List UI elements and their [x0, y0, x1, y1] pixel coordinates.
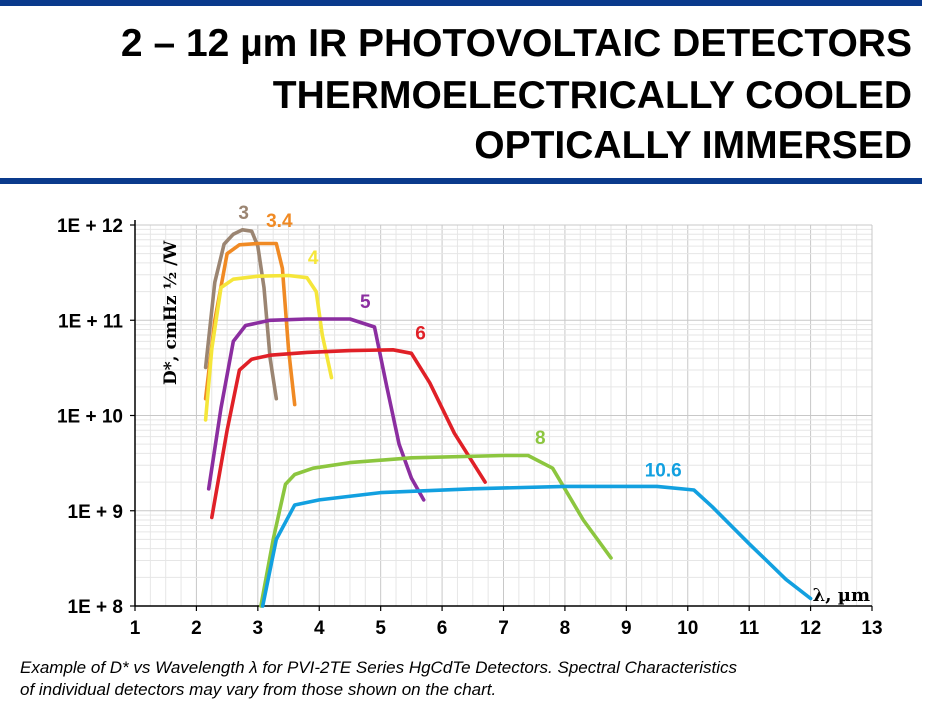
x-tick-label: 1 — [130, 618, 141, 639]
series-line-10-6 — [260, 484, 813, 608]
page-title-line-3: OPTICALLY IMMERSED — [474, 124, 912, 167]
x-tick-label: 7 — [498, 618, 509, 639]
series-line-8 — [259, 453, 613, 608]
x-tick-label: 13 — [861, 618, 882, 639]
y-tick-label: 1E + 12 — [57, 216, 123, 237]
series-label-5: 5 — [360, 292, 371, 313]
series-label-8: 8 — [535, 428, 546, 449]
series-line-4 — [203, 273, 334, 422]
x-axis-title: λ, µm — [813, 585, 870, 606]
y-tick-label: 1E + 10 — [57, 407, 123, 428]
x-tick-label: 6 — [437, 618, 448, 639]
series-line-6 — [210, 348, 487, 520]
x-tick-label: 3 — [253, 618, 264, 639]
page-title-line-2: THERMOELECTRICALLY COOLED — [272, 74, 912, 117]
series-label-3-4: 3.4 — [266, 211, 293, 232]
y-axis-title: D*, cmHz ½ /W — [161, 240, 181, 385]
series-label-10-6: 10.6 — [645, 460, 682, 481]
x-tick-label: 4 — [314, 618, 325, 639]
page-title-line-1: 2 – 12 µm IR PHOTOVOLTAIC DETECTORS — [120, 22, 912, 65]
x-tick-label: 2 — [191, 618, 202, 639]
x-tick-label: 10 — [677, 618, 698, 639]
chart-caption: Example of D* vs Wavelength λ for PVI-2T… — [20, 657, 920, 701]
caption-line-2: of individual detectors may vary from th… — [20, 680, 497, 699]
y-tick-label: 1E + 11 — [58, 311, 123, 332]
y-tick-label: 1E + 9 — [68, 502, 123, 523]
x-tick-label: 12 — [800, 618, 821, 639]
x-tick-label: 8 — [560, 618, 571, 639]
top-rule — [0, 0, 922, 6]
series-line-3 — [203, 228, 279, 401]
header-bottom-rule — [0, 178, 922, 184]
series-label-4: 4 — [308, 248, 319, 269]
x-tick-label: 5 — [375, 618, 386, 639]
x-tick-label: 9 — [621, 618, 632, 639]
x-tick-label: 11 — [739, 618, 760, 639]
series-label-6: 6 — [415, 323, 426, 344]
y-tick-label: 1E + 8 — [68, 597, 123, 618]
series-line-5 — [206, 317, 426, 502]
caption-line-1: Example of D* vs Wavelength λ for PVI-2T… — [20, 658, 737, 677]
series-label-3: 3 — [238, 203, 249, 224]
